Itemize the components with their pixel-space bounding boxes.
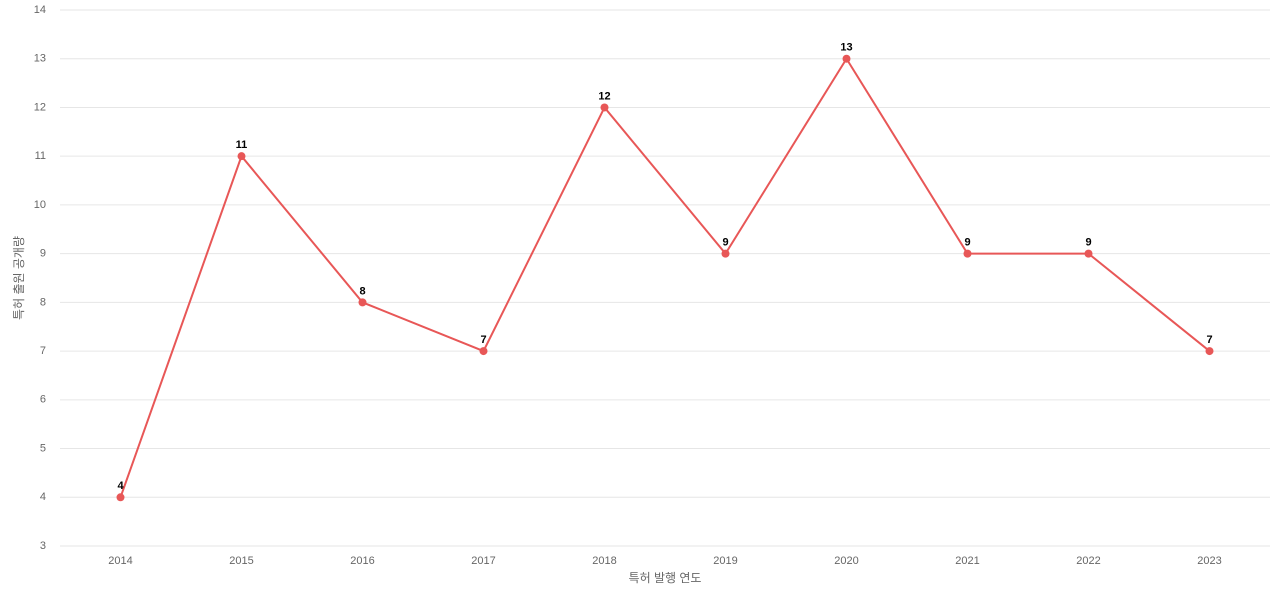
y-tick-label: 7 xyxy=(40,345,46,357)
x-tick-label: 2014 xyxy=(108,555,132,567)
data-label: 9 xyxy=(964,237,970,249)
data-label: 13 xyxy=(840,42,852,54)
data-label: 7 xyxy=(1206,334,1212,346)
data-label: 11 xyxy=(236,139,248,151)
x-tick-label: 2021 xyxy=(955,555,979,567)
data-point xyxy=(721,249,730,258)
x-tick-label: 2020 xyxy=(834,555,858,567)
y-axis-label: 특허 출원 공개량 xyxy=(12,236,26,320)
data-label: 12 xyxy=(598,90,610,102)
y-tick-label: 6 xyxy=(40,394,46,406)
y-tick-label: 8 xyxy=(40,296,46,308)
y-tick-label: 11 xyxy=(35,150,46,162)
x-tick-label: 2023 xyxy=(1197,555,1221,567)
data-label: 9 xyxy=(1085,237,1091,249)
y-tick-label: 14 xyxy=(34,4,46,16)
data-point xyxy=(116,493,125,502)
y-tick-label: 4 xyxy=(40,491,46,503)
data-point xyxy=(479,347,488,356)
data-label: 7 xyxy=(480,334,486,346)
data-label: 4 xyxy=(117,480,124,492)
y-tick-label: 5 xyxy=(40,442,46,454)
x-tick-label: 2017 xyxy=(471,555,495,567)
x-tick-label: 2018 xyxy=(592,555,616,567)
data-line xyxy=(119,56,1211,498)
data-point xyxy=(237,152,246,161)
y-tick-label: 13 xyxy=(34,53,46,65)
x-tick-label: 2019 xyxy=(713,555,737,567)
y-tick-label: 10 xyxy=(34,199,46,211)
x-tick-label: 2016 xyxy=(350,555,374,567)
y-tick-label: 9 xyxy=(40,248,46,260)
data-point xyxy=(1205,347,1214,356)
data-point xyxy=(600,103,609,112)
data-point xyxy=(1084,249,1093,258)
data-point xyxy=(358,298,367,307)
data-label: 8 xyxy=(359,285,365,297)
x-tick-label: 2022 xyxy=(1076,555,1100,567)
x-tick-label: 2015 xyxy=(229,555,253,567)
data-point xyxy=(842,54,851,63)
y-tick-label: 12 xyxy=(34,101,46,113)
y-tick-label: 3 xyxy=(40,540,46,552)
x-axis-label: 특허 발행 연도 xyxy=(629,570,702,585)
data-point xyxy=(963,249,972,258)
data-label: 9 xyxy=(722,237,728,249)
